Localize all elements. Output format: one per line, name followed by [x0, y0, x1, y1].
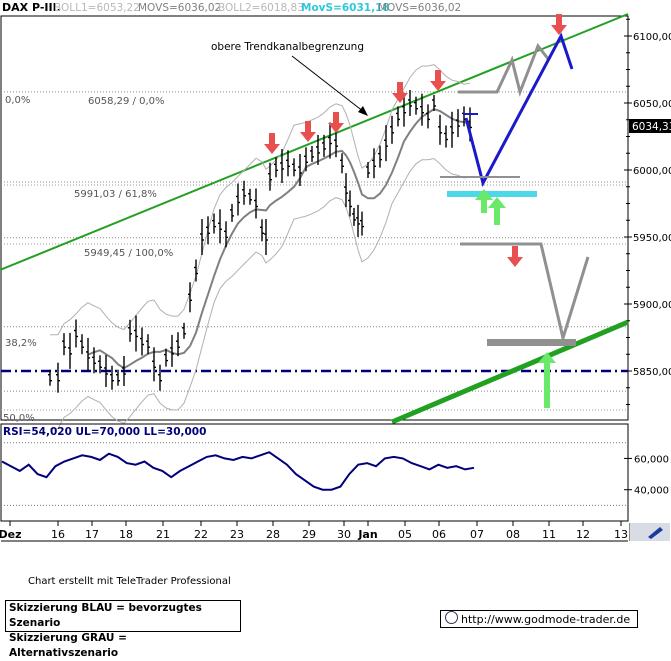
globe-icon — [445, 611, 458, 624]
header-symbol: DAX P-III. — [2, 1, 61, 14]
fib-618-price-label: 5991,03 / 61,8% — [74, 189, 157, 200]
chart-header: DAX P-III. BOLL1=6053,22 MOVS=6036,02 BO… — [2, 1, 461, 14]
date-tick-label: 21 — [156, 528, 170, 541]
scenario-legend: Skizzierung BLAU = bevorzugtes Szenario … — [5, 600, 241, 659]
header-movs2: MOVS=6036,02 — [378, 2, 461, 14]
down-arrow-marker — [328, 112, 344, 133]
rsi-tick-label: 60,000 — [634, 454, 669, 465]
lower-trend-channel — [391, 319, 629, 425]
down-arrow-marker — [507, 246, 523, 267]
price-tick-label: 6000,00 — [633, 166, 671, 177]
last-price-box — [629, 119, 671, 133]
date-tick-label: 08 — [506, 528, 520, 541]
source-url-box[interactable]: http://www.godmode-trader.de — [440, 610, 638, 628]
up-arrow-marker — [488, 197, 506, 225]
price-tick-label: 5900,00 — [633, 300, 671, 311]
last-price-label: 6034,33 — [632, 121, 671, 133]
rsi-tick-label: 40,000 — [634, 486, 669, 497]
alternative-target-bar — [487, 339, 576, 346]
upper-trend-channel — [0, 13, 629, 271]
fib-50-label: 50,0% — [3, 413, 35, 424]
date-tick-label: 29 — [302, 528, 316, 541]
fib-0-price-label: 6058,29 / 0,0% — [88, 96, 164, 107]
date-tick-label: 28 — [266, 528, 280, 541]
date-tick-label: 11 — [542, 528, 556, 541]
up-arrow-marker — [538, 352, 556, 408]
trend-channel-label: obere Trendkanalbegrenzung — [211, 41, 364, 53]
alternative-scenario-top — [458, 43, 551, 97]
pen-tool-icon[interactable] — [629, 523, 670, 541]
rsi-limit-lines — [1, 442, 628, 506]
legend-gray: Skizzierung GRAU = Alternativszenario — [9, 632, 127, 659]
down-arrow-marker — [392, 82, 408, 103]
chart-credit: Chart erstellt mit TeleTrader Profession… — [28, 576, 231, 587]
date-tick-label: 22 — [194, 528, 208, 541]
header-boll2: BOLL2=6018,83 — [218, 2, 304, 14]
date-tick-label: 17 — [85, 528, 99, 541]
down-arrow-marker — [300, 121, 316, 142]
date-tick-label: 07 — [470, 528, 484, 541]
date-tick-label: Dez — [0, 528, 22, 541]
bollinger-lower-band — [50, 157, 471, 430]
chart-canvas: DAX P-III. BOLL1=6053,22 MOVS=6036,02 BO… — [0, 1, 671, 542]
rsi-title: RSI=54,020 UL=70,000 LL=30,000 — [3, 426, 206, 438]
cyan-target-bar — [447, 191, 537, 197]
date-tick-label: 05 — [398, 528, 412, 541]
rsi-axis: 60,000 40,000 — [624, 454, 669, 497]
date-tick-label: 06 — [432, 528, 446, 541]
down-arrow-marker — [551, 14, 567, 35]
down-arrow-marker — [430, 70, 446, 91]
date-tick-label: 16 — [51, 528, 65, 541]
date-axis: Dez 16 17 18 21 22 23 28 29 30 Jan 05 06 07 08 11 12 13 — [0, 520, 628, 542]
price-axis: 6100,00 6050,00 6000,00 5950,00 5900,00 5850,… — [624, 18, 671, 405]
alternative-scenario-bottom — [460, 242, 590, 344]
price-tick-label: 6050,00 — [633, 99, 671, 110]
header-movs-cyan: MovS=6031,18 — [301, 2, 390, 14]
fib-0-label: 0,0% — [5, 95, 30, 106]
header-boll1: BOLL1=6053,22 — [54, 2, 140, 14]
pen-icon-glyph — [648, 527, 663, 539]
date-tick-label: 13 — [614, 528, 628, 541]
scenario-drawings — [440, 32, 590, 346]
date-tick-label: 12 — [576, 528, 590, 541]
up-arrows — [475, 189, 556, 408]
fib-382-label: 38,2% — [5, 338, 37, 349]
date-tick-label: 23 — [230, 528, 244, 541]
date-tick-label: 30 — [337, 528, 351, 541]
price-tick-label: 6100,00 — [633, 32, 671, 43]
header-movs1: MOVS=6036,02 — [138, 2, 221, 14]
trend-label-arrowhead — [358, 106, 368, 116]
trend-label-pointer — [291, 55, 365, 113]
legend-blue: Skizzierung BLAU = bevorzugtes Szenario — [9, 602, 202, 629]
fib-100-price-label: 5949,45 / 100,0% — [84, 248, 173, 259]
moving-average-line — [87, 108, 471, 370]
rsi-panel-frame — [0, 423, 629, 522]
source-url: http://www.godmode-trader.de — [461, 613, 631, 626]
down-arrow-marker — [264, 133, 280, 154]
down-arrows — [264, 14, 567, 267]
price-tick-label: 5950,00 — [633, 233, 671, 244]
preferred-scenario-path — [464, 32, 574, 188]
up-arrow-marker — [475, 189, 493, 213]
price-bars — [48, 90, 472, 393]
date-tick-label: 18 — [119, 528, 133, 541]
rsi-series-line — [1, 451, 475, 491]
price-tick-label: 5850,00 — [633, 367, 671, 378]
date-tick-label: Jan — [357, 528, 377, 541]
